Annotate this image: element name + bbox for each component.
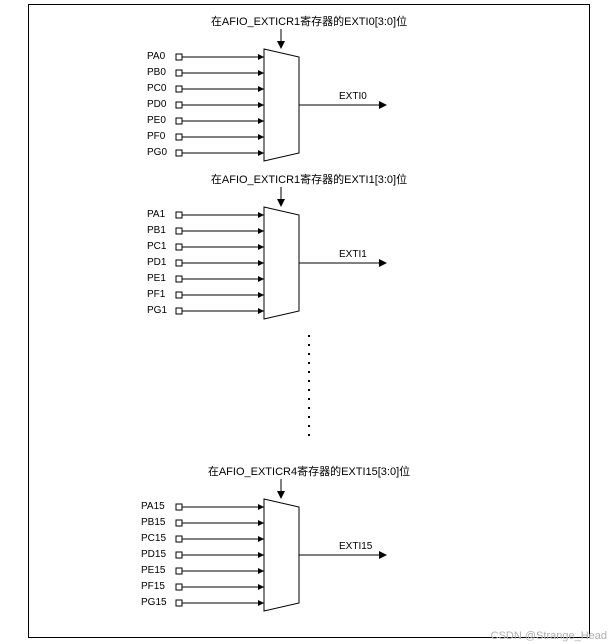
diagram-frame: 在AFIO_EXTICR1寄存器的EXTI0[3:0]位 PA0 PB0 PC0…: [28, 4, 590, 638]
pin-label: PF15: [141, 581, 165, 592]
pin-label: PF0: [147, 131, 165, 142]
mux-svg-2: [29, 455, 589, 620]
pin-label: PG0: [147, 147, 167, 158]
mux-svg-0: [29, 5, 589, 170]
pin-label: PB0: [147, 67, 166, 78]
pin-label: PG15: [141, 597, 167, 608]
pin-label: PD15: [141, 549, 166, 560]
pin-label: PA0: [147, 51, 165, 62]
ellipsis-dots: [308, 335, 310, 443]
pin-label: PB1: [147, 225, 166, 236]
output-label: EXTI15: [339, 541, 372, 552]
pin-label: PD0: [147, 99, 166, 110]
pin-row: [176, 54, 264, 60]
pin-label: PA15: [141, 501, 165, 512]
pin-label: PC15: [141, 533, 166, 544]
pin-label: PE0: [147, 115, 166, 126]
pin-label: PC1: [147, 241, 166, 252]
pin-label: PA1: [147, 209, 165, 220]
watermark-text: CSDN @Strange_Head: [491, 630, 607, 642]
pin-label: PC0: [147, 83, 166, 94]
pin-label: PF1: [147, 289, 165, 300]
pin-label: PG1: [147, 305, 167, 316]
pin-label: PE1: [147, 273, 166, 284]
pin-label: PD1: [147, 257, 166, 268]
output-label: EXTI0: [339, 91, 367, 102]
mux-group-0: 在AFIO_EXTICR1寄存器的EXTI0[3:0]位 PA0 PB0 PC0…: [29, 5, 589, 170]
pin-label: PE15: [141, 565, 165, 576]
mux-group-1: 在AFIO_EXTICR1寄存器的EXTI1[3:0]位 PA1 PB1 PC1…: [29, 163, 589, 328]
mux-svg-1: [29, 163, 589, 328]
pin-label: PB15: [141, 517, 165, 528]
output-label: EXTI1: [339, 249, 367, 260]
mux-group-2: 在AFIO_EXTICR4寄存器的EXTI15[3:0]位 PA15 PB15 …: [29, 455, 589, 620]
